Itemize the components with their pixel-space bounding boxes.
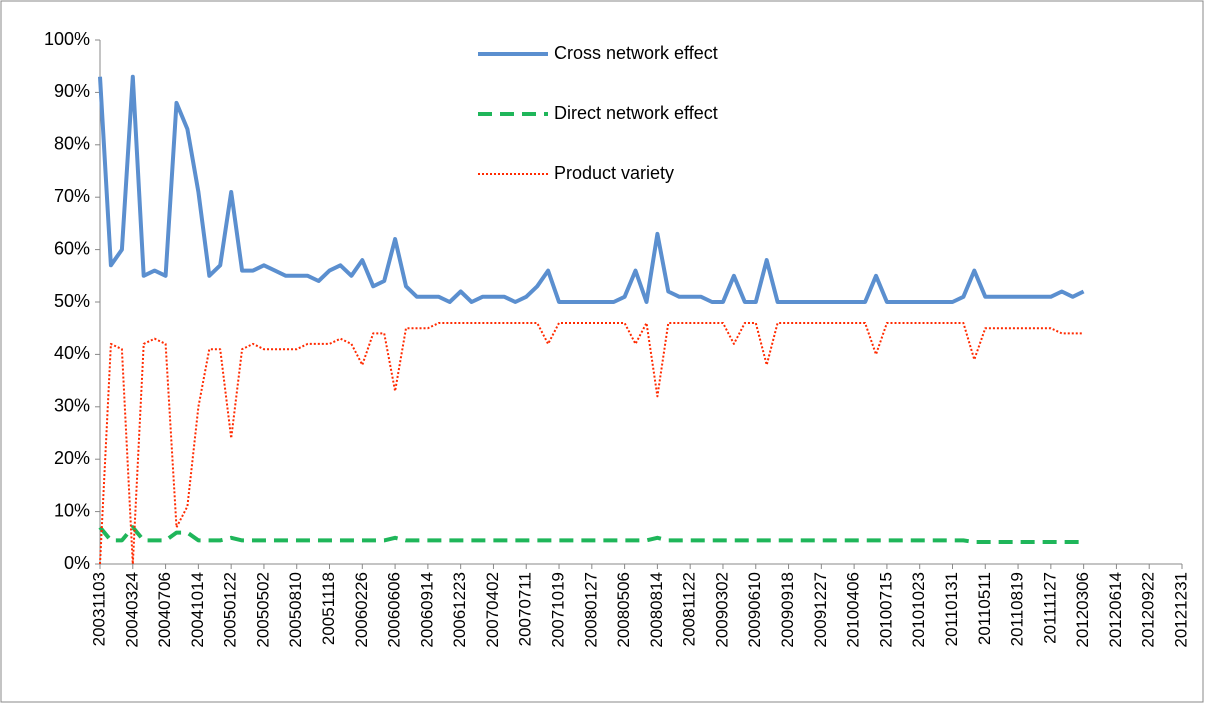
y-tick-label: 0%	[64, 553, 90, 573]
x-tick-label: 20080127	[581, 572, 600, 648]
x-tick-label: 20091227	[811, 572, 830, 648]
x-tick-label: 20081122	[680, 572, 699, 646]
x-tick-label: 20041014	[188, 572, 207, 648]
y-tick-label: 80%	[54, 134, 90, 154]
x-tick-label: 20040324	[122, 572, 141, 648]
y-tick-label: 60%	[54, 238, 90, 258]
x-tick-label: 20071019	[549, 572, 568, 648]
series-line	[98, 525, 1084, 544]
x-tick-label: 20070402	[483, 572, 502, 648]
y-tick-label: 70%	[54, 186, 90, 206]
x-tick-label: 20051118	[319, 572, 338, 645]
x-tick-label: 20060606	[385, 572, 404, 648]
x-tick-label: 20111127	[1040, 572, 1059, 644]
y-tick-label: 90%	[54, 81, 90, 101]
x-tick-label: 20050810	[286, 572, 305, 648]
x-tick-label: 20090918	[778, 572, 797, 648]
y-tick-label: 40%	[54, 343, 90, 363]
x-tick-label: 20080814	[647, 572, 666, 648]
legend-label: Cross network effect	[554, 43, 718, 63]
x-tick-label: 20070711	[516, 572, 535, 646]
x-tick-label: 20110131	[942, 572, 961, 646]
x-tick-label: 20040706	[155, 572, 174, 648]
x-tick-label: 20110819	[1008, 572, 1027, 646]
x-tick-label: 20110511	[975, 572, 994, 645]
y-tick-label: 50%	[54, 291, 90, 311]
y-tick-label: 10%	[54, 500, 90, 520]
x-tick-label: 20031103	[89, 572, 108, 646]
x-tick-label: 20050502	[253, 572, 272, 648]
x-tick-label: 20060226	[352, 572, 371, 648]
series-line	[99, 322, 1084, 565]
x-tick-label: 20090302	[712, 572, 731, 648]
y-tick-label: 20%	[54, 448, 90, 468]
legend-label: Product variety	[554, 163, 674, 183]
x-tick-label: 20101023	[909, 572, 928, 648]
x-tick-label: 20121231	[1171, 572, 1190, 648]
x-tick-label: 20060914	[417, 572, 436, 648]
legend-label: Direct network effect	[554, 103, 718, 123]
x-tick-label: 20100406	[844, 572, 863, 648]
x-tick-label: 20080506	[614, 572, 633, 648]
series-line	[98, 74, 1085, 304]
x-tick-label: 20100715	[876, 572, 895, 648]
x-tick-label: 20050122	[221, 572, 240, 648]
y-tick-label: 30%	[54, 396, 90, 416]
x-tick-label: 20120614	[1106, 572, 1125, 648]
x-tick-label: 20120922	[1139, 572, 1158, 648]
y-tick-label: 100%	[44, 29, 90, 49]
x-tick-label: 20090610	[745, 572, 764, 648]
x-tick-label: 20061223	[450, 572, 469, 648]
x-tick-label: 20120306	[1073, 572, 1092, 648]
